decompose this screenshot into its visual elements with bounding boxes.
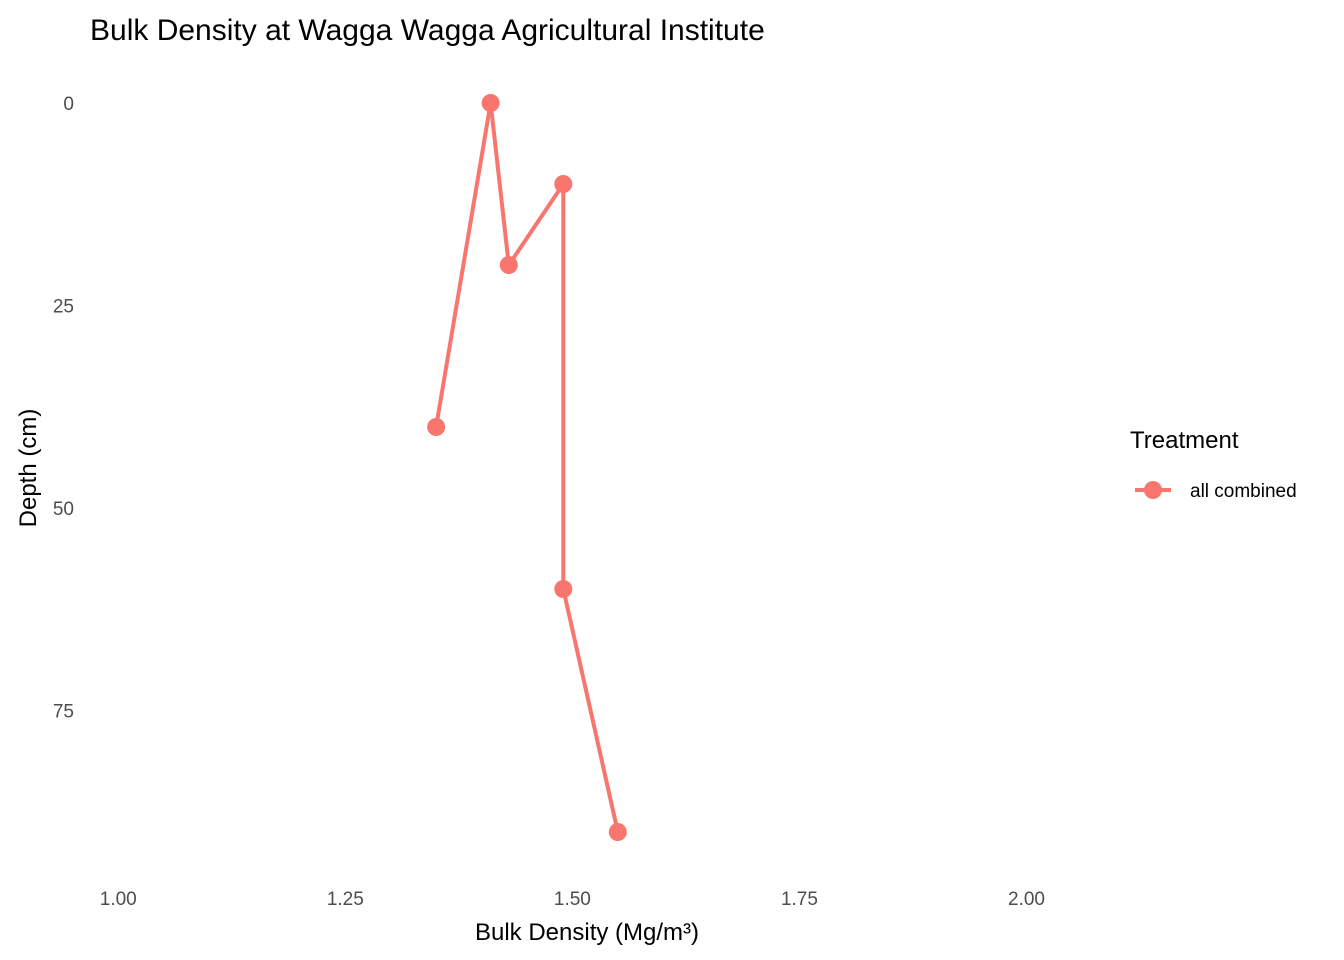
x-tick-label: 1.75 [781,889,818,910]
series-line [434,101,620,833]
y-tick-label: 75 [53,702,74,723]
legend-label: all combined [1190,481,1297,502]
x-tick-label: 1.50 [554,889,591,910]
y-tick-label: 25 [53,297,74,318]
data-point [554,580,573,598]
legend-title: Treatment [1130,427,1239,454]
x-tick-label: 1.00 [100,889,137,910]
x-tick-label: 2.00 [1008,889,1045,910]
legend: Treatment all combined [1130,427,1297,502]
y-axis-ticks: 0 25 50 75 [53,94,74,723]
y-axis-title: Depth (cm) [15,409,42,528]
data-point [481,94,500,112]
x-tick-label: 1.25 [327,889,364,910]
plot-area [427,94,627,841]
x-axis-title: Bulk Density (Mg/m³) [475,919,699,946]
chart-title: Bulk Density at Wagga Wagga Agricultural… [90,14,765,47]
x-axis-ticks: 1.00 1.25 1.50 1.75 2.00 [100,889,1045,910]
data-point [554,175,573,193]
y-tick-label: 0 [63,94,74,115]
legend-key-point [1144,481,1162,499]
data-point [499,256,518,274]
data-point [427,418,446,436]
y-tick-label: 50 [53,499,74,520]
data-point [608,823,627,841]
